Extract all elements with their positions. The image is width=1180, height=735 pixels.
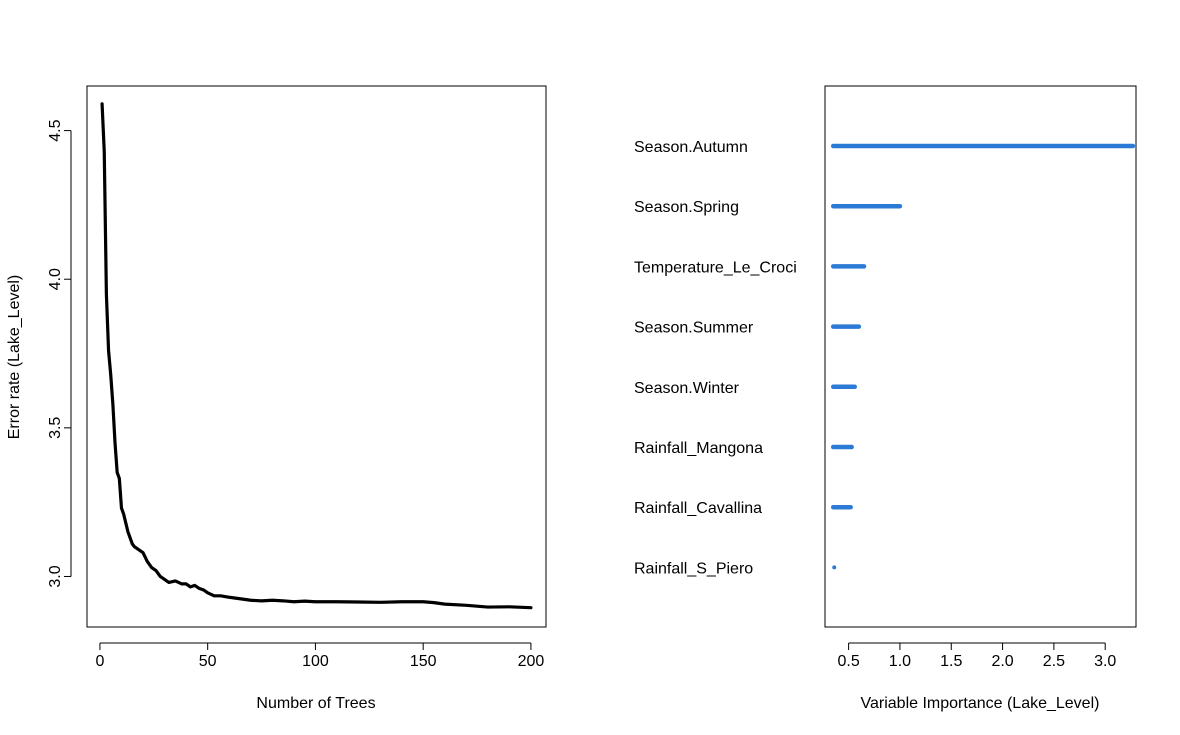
error-rate-x-tick-label: 200 bbox=[518, 653, 545, 670]
variable-importance-bars bbox=[830, 143, 1136, 570]
variable-label: Season.Autumn bbox=[634, 139, 748, 156]
error-rate-x-tick-label: 50 bbox=[199, 653, 217, 670]
variable-importance-x-tick-label: 1.0 bbox=[889, 653, 911, 670]
variable-importance-plot-frame bbox=[824, 85, 1137, 628]
error-rate-x-tick-label: 0 bbox=[95, 653, 104, 670]
variable-importance-x-tick-label: 2.5 bbox=[1043, 653, 1065, 670]
variable-importance-x-axis: 0.5 1.0 1.5 2.0 2.5 3.0 bbox=[837, 642, 1116, 670]
variable-importance-x-axis-title: Variable Importance (Lake_Level) bbox=[861, 695, 1100, 712]
variable-importance-panel: Season.Autumn Season.Spring Temperature_Le… bbox=[634, 85, 1137, 712]
variable-label: Rainfall_S_Piero bbox=[634, 560, 753, 577]
variable-label: Rainfall_Cavallina bbox=[634, 500, 762, 517]
error-rate-x-axis-title: Number of Trees bbox=[256, 695, 375, 712]
variable-importance-labels: Season.Autumn Season.Spring Temperature_Le… bbox=[634, 139, 797, 577]
variable-importance-x-tick-label: 1.5 bbox=[940, 653, 962, 670]
importance-bar bbox=[832, 565, 837, 570]
variable-label: Season.Spring bbox=[634, 199, 739, 216]
variable-label: Temperature_Le_Croci bbox=[634, 259, 797, 276]
error-rate-y-axis: 3.0 3.5 4.0 4.5 bbox=[47, 119, 72, 588]
error-rate-y-tick-label: 3.0 bbox=[47, 565, 64, 587]
variable-importance-x-tick-label: 2.0 bbox=[991, 653, 1013, 670]
error-rate-panel: 3.0 3.5 4.0 4.5 0 50 100 150 200 Number of Tree… bbox=[6, 85, 547, 712]
variable-importance-x-tick-label: 0.5 bbox=[837, 653, 859, 670]
error-rate-y-tick-label: 3.5 bbox=[47, 417, 64, 439]
error-rate-x-tick-label: 100 bbox=[302, 653, 329, 670]
error-rate-x-axis: 0 50 100 150 200 bbox=[95, 642, 545, 670]
variable-importance-x-tick-label: 3.0 bbox=[1094, 653, 1116, 670]
error-rate-x-tick-label: 150 bbox=[410, 653, 437, 670]
error-rate-y-tick-label: 4.0 bbox=[47, 268, 64, 290]
error-rate-plot-frame bbox=[86, 85, 547, 628]
variable-label: Season.Summer bbox=[634, 320, 754, 337]
variable-label: Rainfall_Mangona bbox=[634, 440, 763, 457]
error-rate-y-tick-label: 4.5 bbox=[47, 119, 64, 141]
variable-label: Season.Winter bbox=[634, 380, 740, 397]
error-rate-y-axis-title: Error rate (Lake_Level) bbox=[6, 275, 23, 440]
error-rate-line bbox=[100, 102, 533, 610]
